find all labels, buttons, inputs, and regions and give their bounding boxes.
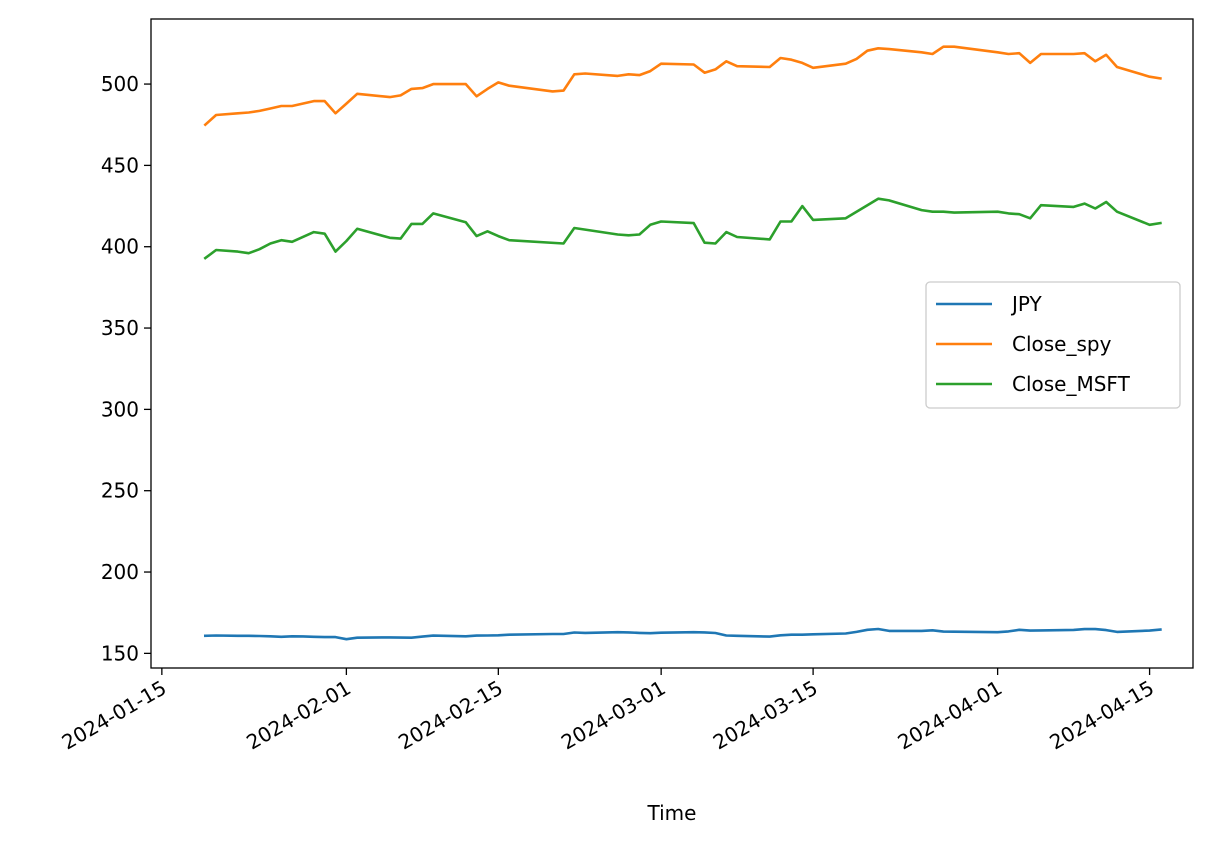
series-line-jpy [203,627,1162,641]
series-line-close-msft [203,197,1162,260]
y-tick-label: 250 [101,479,139,503]
y-axis: 150 200 250 300 350 400 450 500 [101,72,151,665]
series-line-close-spy [203,45,1162,127]
y-tick-label: 450 [101,153,139,177]
y-tick-label: 400 [101,235,139,259]
y-tick-label: 150 [101,641,139,665]
y-tick-label: 300 [101,397,139,421]
y-tick-label: 500 [101,72,139,96]
legend-label: Close_spy [1012,332,1112,356]
legend-label: JPY [1010,292,1043,316]
y-tick-label: 200 [101,560,139,584]
plot-area-frame [150,18,1194,669]
y-tick-label: 350 [101,316,139,340]
legend-box [925,281,1181,409]
legend-label: Close_MSFT [1012,372,1131,396]
x-axis-title: Time [647,801,697,825]
series-layer [203,45,1162,641]
legend: JPY Close_spy Close_MSFT [925,281,1181,409]
